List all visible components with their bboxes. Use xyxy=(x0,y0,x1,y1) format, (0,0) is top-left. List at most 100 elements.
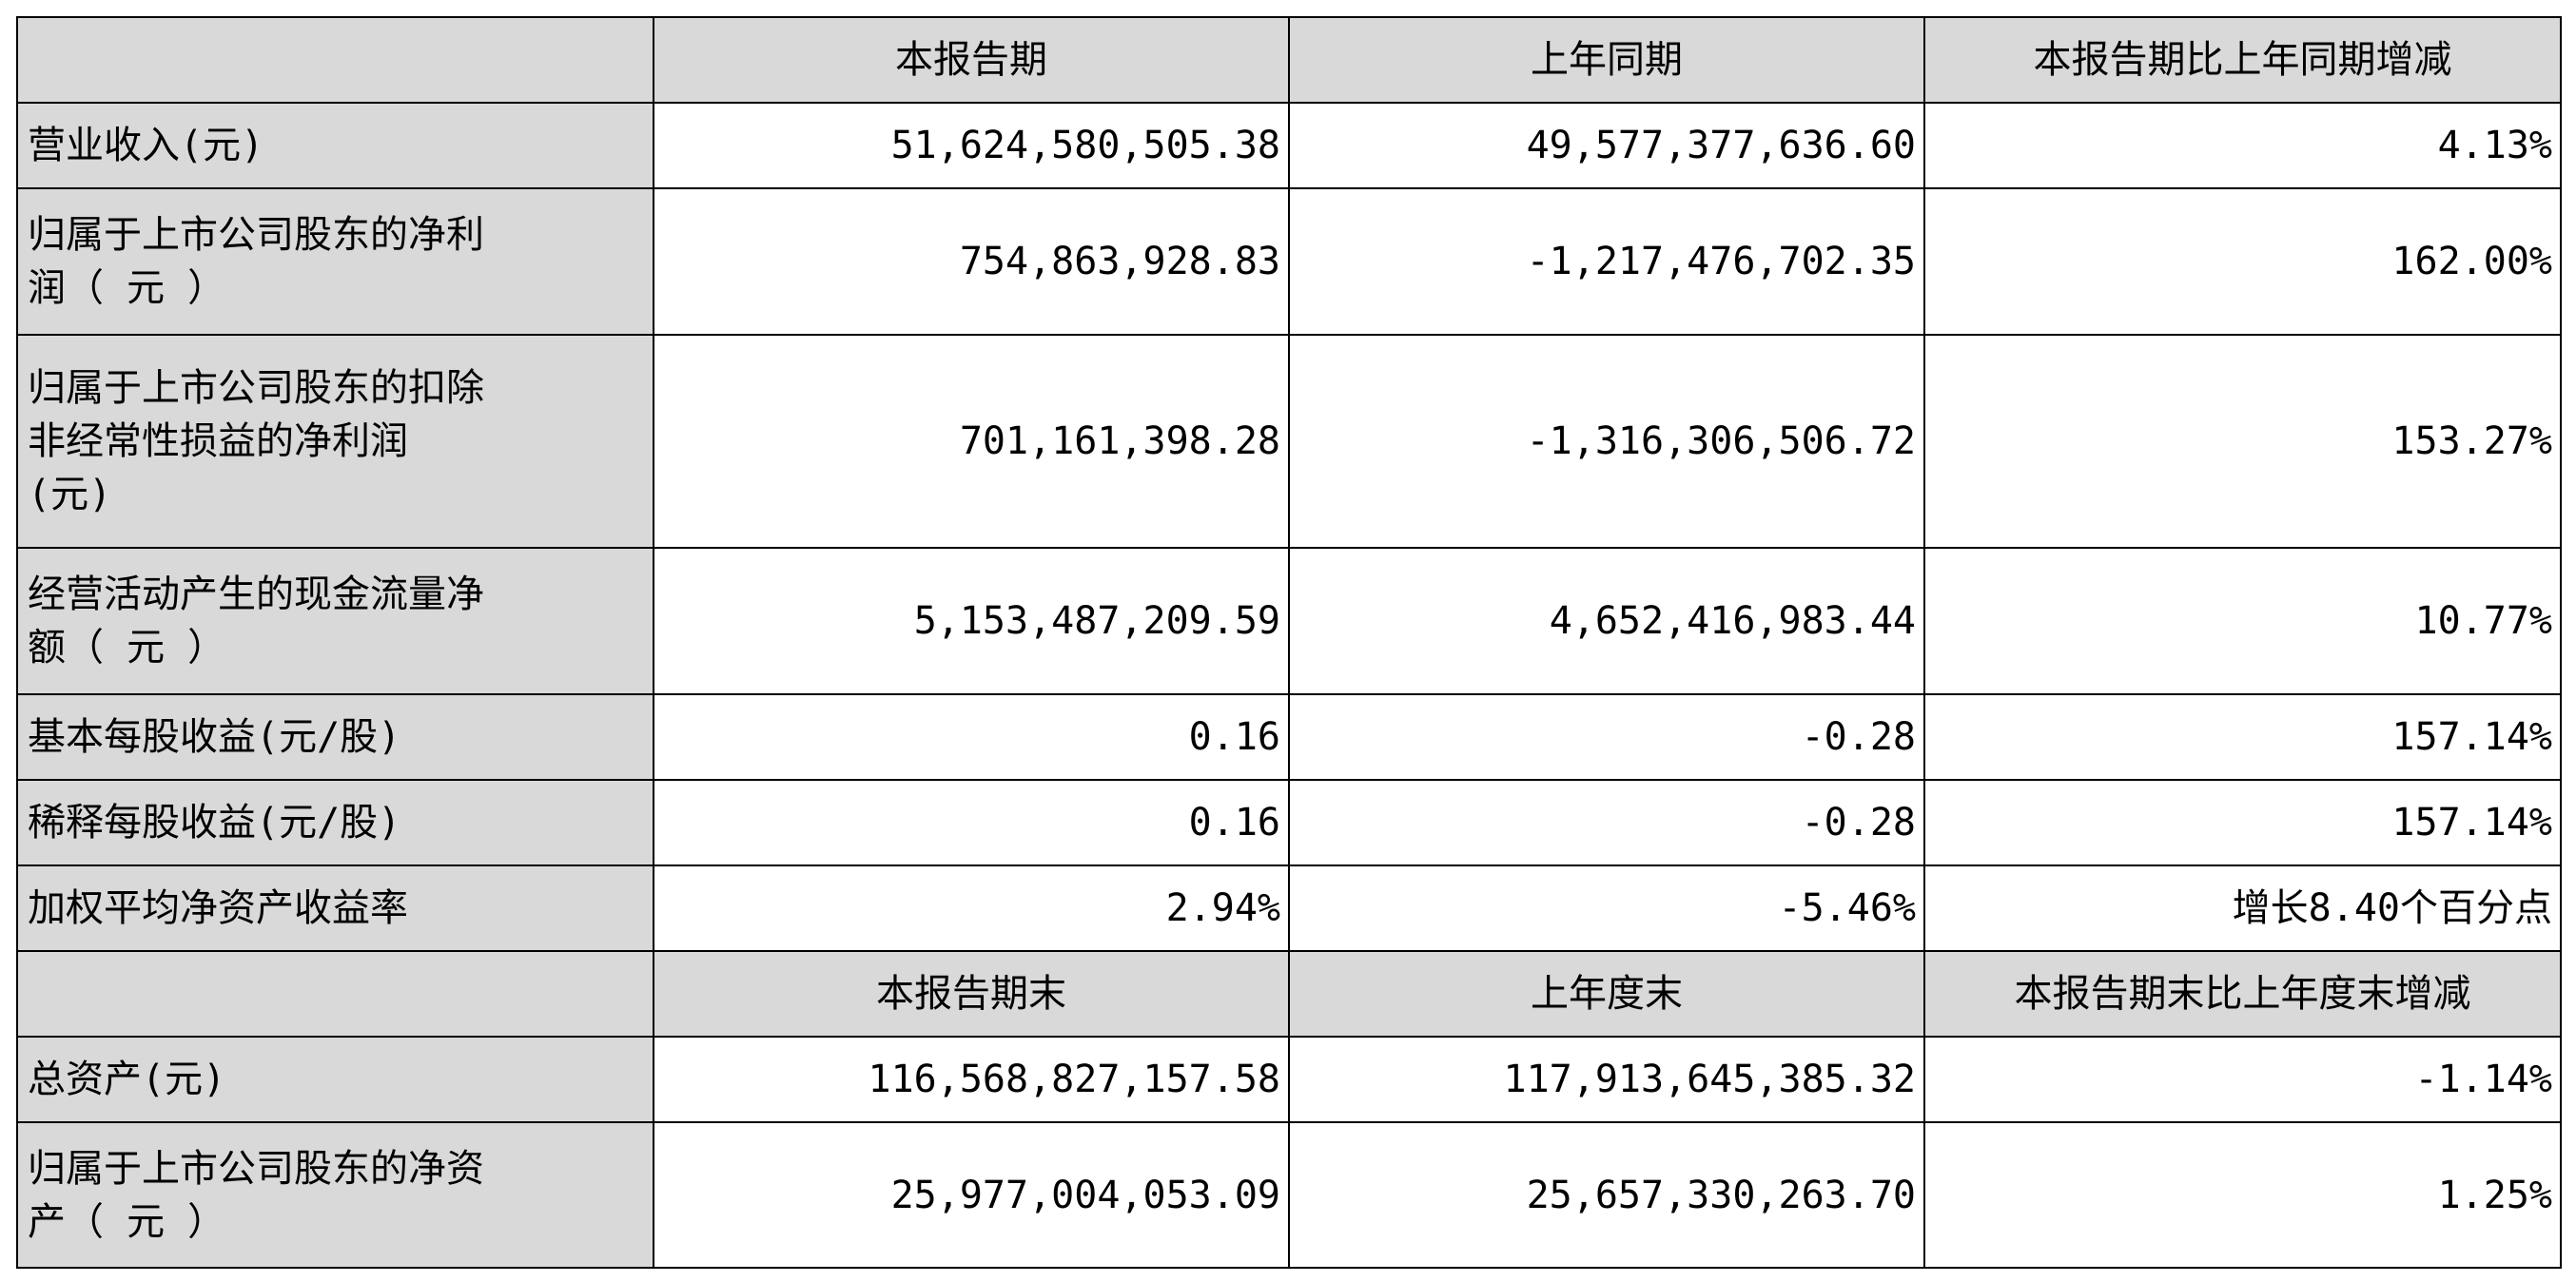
header-text: 本报告期 xyxy=(895,38,1047,82)
value-text: -5.46% xyxy=(1778,886,1917,930)
value-text: 49,577,377,636.60 xyxy=(1526,124,1916,167)
row-label: 稀释每股收益(元/股) xyxy=(16,779,654,866)
header-cell: 本报告期比上年同期增减 xyxy=(1923,16,2562,104)
value-cell: 增长8.40个百分点 xyxy=(1923,864,2562,952)
value-text: 10.77% xyxy=(2414,599,2553,643)
label-text: 经营活动产生的现金流量净 xyxy=(28,573,484,616)
value-cell: -1,217,476,702.35 xyxy=(1288,187,1925,336)
label-text: 额（ 元 ） xyxy=(28,626,226,670)
value-cell: 10.77% xyxy=(1923,547,2562,695)
header-cell xyxy=(16,16,654,104)
value-cell: -0.28 xyxy=(1288,693,1925,781)
value-text: 117,913,645,385.32 xyxy=(1503,1058,1916,1101)
value-cell: 25,977,004,053.09 xyxy=(653,1121,1290,1269)
label-text: 总资产(元) xyxy=(28,1058,226,1101)
header-cell xyxy=(16,950,654,1038)
label-text: 稀释每股收益(元/股) xyxy=(28,801,401,845)
data-row: 经营活动产生的现金流量净 额（ 元 ） 5,153,487,209.59 4,652,… xyxy=(16,547,2562,695)
value-cell: 701,161,398.28 xyxy=(653,334,1290,549)
header-text: 本报告期末比上年度末增减 xyxy=(2014,972,2471,1016)
header-cell: 上年度末 xyxy=(1288,950,1925,1038)
label-text: 润（ 元 ） xyxy=(28,266,226,310)
value-text: 25,977,004,053.09 xyxy=(890,1173,1280,1217)
data-row: 归属于上市公司股东的扣除 非经常性损益的净利润 (元) 701,161,398.28 -… xyxy=(16,334,2562,549)
label-text: 基本每股收益(元/股) xyxy=(28,715,401,759)
row-label: 加权平均净资产收益率 xyxy=(16,864,654,952)
value-cell: 49,577,377,636.60 xyxy=(1288,102,1925,189)
value-text: -0.28 xyxy=(1801,715,1916,759)
value-text: 增长8.40个百分点 xyxy=(2232,886,2552,930)
data-row: 加权平均净资产收益率 2.94% -5.46% 增长8.40个百分点 xyxy=(16,864,2562,952)
value-cell: 754,863,928.83 xyxy=(653,187,1290,336)
value-cell: 0.16 xyxy=(653,693,1290,781)
value-cell: 51,624,580,505.38 xyxy=(653,102,1290,189)
header-cell: 本报告期末比上年度末增减 xyxy=(1923,950,2562,1038)
label-text: 归属于上市公司股东的净利 xyxy=(28,213,484,257)
header-text: 本报告期比上年同期增减 xyxy=(2033,38,2452,82)
value-cell: 162.00% xyxy=(1923,187,2562,336)
header-text: 上年度末 xyxy=(1531,972,1683,1016)
financial-table: 本报告期 上年同期 本报告期比上年同期增减营业收入(元) 51,624,580,505… xyxy=(16,16,2562,1269)
label-text: 加权平均净资产收益率 xyxy=(28,886,408,930)
value-text: -1,217,476,702.35 xyxy=(1526,240,1916,283)
row-label: 营业收入(元) xyxy=(16,102,654,189)
data-row: 营业收入(元) 51,624,580,505.38 49,577,377,636.6… xyxy=(16,102,2562,189)
value-text: 116,568,827,157.58 xyxy=(868,1058,1280,1101)
row-label: 归属于上市公司股东的净利 润（ 元 ） xyxy=(16,187,654,336)
value-cell: -0.28 xyxy=(1288,779,1925,866)
label-text: 非经常性损益的净利润 xyxy=(28,419,408,463)
value-cell: 1.25% xyxy=(1923,1121,2562,1269)
value-text: 0.16 xyxy=(1188,801,1280,845)
value-cell: -1.14% xyxy=(1923,1036,2562,1123)
row-label: 基本每股收益(元/股) xyxy=(16,693,654,781)
value-cell: 0.16 xyxy=(653,779,1290,866)
value-text: -0.28 xyxy=(1801,801,1916,845)
value-cell: 4,652,416,983.44 xyxy=(1288,547,1925,695)
value-text: 4,652,416,983.44 xyxy=(1549,599,1916,643)
value-cell: 153.27% xyxy=(1923,334,2562,549)
value-text: 754,863,928.83 xyxy=(959,240,1280,283)
value-cell: 157.14% xyxy=(1923,779,2562,866)
label-text: 归属于上市公司股东的净资 xyxy=(28,1146,484,1191)
header-row: 本报告期 上年同期 本报告期比上年同期增减 xyxy=(16,16,2562,104)
data-row: 归属于上市公司股东的净利 润（ 元 ） 754,863,928.83 -1,217,4… xyxy=(16,187,2562,336)
row-label: 总资产(元) xyxy=(16,1036,654,1123)
label-text: 产（ 元 ） xyxy=(28,1199,226,1244)
value-text: 2.94% xyxy=(1165,886,1280,930)
value-text: 4.13% xyxy=(2437,124,2552,167)
row-label: 经营活动产生的现金流量净 额（ 元 ） xyxy=(16,547,654,695)
value-text: 153.27% xyxy=(2391,419,2552,463)
value-cell: 5,153,487,209.59 xyxy=(653,547,1290,695)
data-row: 基本每股收益(元/股) 0.16 -0.28 157.14% xyxy=(16,693,2562,781)
value-cell: 25,657,330,263.70 xyxy=(1288,1121,1925,1269)
value-text: -1.14% xyxy=(2414,1058,2553,1101)
data-row: 总资产(元) 116,568,827,157.58 117,913,645,385.… xyxy=(16,1036,2562,1123)
value-text: 701,161,398.28 xyxy=(959,419,1280,463)
row-label: 归属于上市公司股东的扣除 非经常性损益的净利润 (元) xyxy=(16,334,654,549)
value-text: 0.16 xyxy=(1188,715,1280,759)
value-cell: 116,568,827,157.58 xyxy=(653,1036,1290,1123)
label-text: (元) xyxy=(28,473,112,516)
data-row: 归属于上市公司股东的净资 产（ 元 ） 25,977,004,053.09 25,65… xyxy=(16,1121,2562,1269)
label-text: 营业收入(元) xyxy=(28,124,264,167)
header-cell: 上年同期 xyxy=(1288,16,1925,104)
header-text: 本报告期末 xyxy=(876,972,1066,1016)
value-cell: -1,316,306,506.72 xyxy=(1288,334,1925,549)
label-text: 归属于上市公司股东的扣除 xyxy=(28,366,484,410)
value-text: 51,624,580,505.38 xyxy=(890,124,1280,167)
value-cell: 117,913,645,385.32 xyxy=(1288,1036,1925,1123)
value-text: 5,153,487,209.59 xyxy=(913,599,1280,643)
value-text: -1,316,306,506.72 xyxy=(1526,419,1916,463)
header-cell: 本报告期末 xyxy=(653,950,1290,1038)
header-cell: 本报告期 xyxy=(653,16,1290,104)
value-cell: 4.13% xyxy=(1923,102,2562,189)
value-cell: 157.14% xyxy=(1923,693,2562,781)
value-text: 157.14% xyxy=(2391,715,2552,759)
value-cell: 2.94% xyxy=(653,864,1290,952)
row-label: 归属于上市公司股东的净资 产（ 元 ） xyxy=(16,1121,654,1269)
value-text: 157.14% xyxy=(2391,801,2552,845)
value-text: 1.25% xyxy=(2437,1173,2552,1217)
header-row: 本报告期末 上年度末 本报告期末比上年度末增减 xyxy=(16,950,2562,1038)
header-text: 上年同期 xyxy=(1531,38,1683,82)
